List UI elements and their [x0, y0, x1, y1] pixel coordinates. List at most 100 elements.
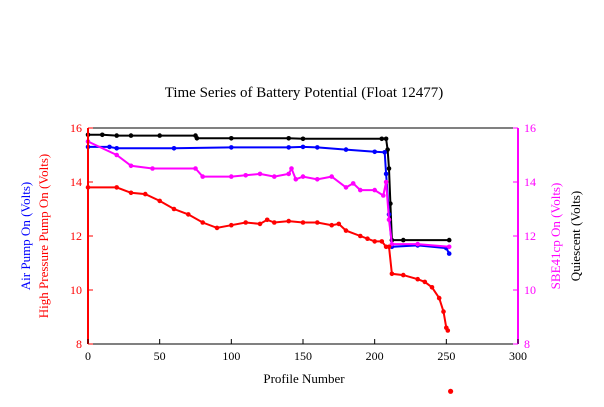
series-point-magenta [383, 179, 389, 185]
series-point-red [422, 279, 428, 285]
series-point-black [114, 133, 119, 138]
y-tick-label-left: 10 [70, 283, 82, 297]
series-point-blue [343, 147, 349, 152]
series-point-blue [286, 145, 292, 150]
y-tick-label-right: 14 [524, 175, 536, 189]
y-tick-label-right: 8 [524, 337, 530, 351]
y-tick-label-left: 16 [70, 121, 82, 135]
series-point-red [315, 220, 320, 225]
series-point-magenta [358, 187, 363, 193]
series-point-blue [300, 144, 306, 150]
series-point-red [372, 239, 378, 244]
series-point-blue [107, 144, 112, 150]
series-point-red [343, 228, 349, 233]
series-point-red [329, 222, 335, 228]
series-point-red [415, 276, 421, 282]
series-point-magenta [293, 177, 299, 182]
chart-title: Time Series of Battery Potential (Float … [165, 85, 444, 101]
series-point-magenta [272, 174, 277, 179]
series-point-magenta [381, 193, 386, 198]
y-label-sbe41cp: SBE41cp On (Volts) [548, 183, 563, 290]
series-point-red [300, 220, 306, 225]
series-point-magenta [243, 173, 248, 178]
series-point-black [194, 136, 200, 141]
outlier-point-red [448, 388, 454, 394]
series-point-red [272, 220, 277, 225]
series-point-red [441, 309, 446, 314]
series-point-red [143, 191, 148, 197]
series-point-red [401, 272, 406, 278]
series-point-black [229, 136, 234, 141]
series-point-blue [171, 146, 177, 151]
series-point-black [383, 136, 389, 142]
series-point-red [214, 225, 220, 231]
x-tick-label: 100 [222, 349, 240, 363]
series-point-black [385, 147, 390, 152]
series-point-magenta [128, 163, 134, 169]
series-point-black [157, 133, 162, 138]
y-label-high-pressure-pump: High Pressure Pump On (Volts) [36, 154, 51, 318]
series-point-magenta [446, 244, 452, 250]
series-point-magenta [300, 174, 306, 179]
series-point-black [128, 133, 134, 138]
y-tick-label-right: 10 [524, 283, 536, 297]
series-point-magenta [229, 174, 234, 179]
series-point-blue [383, 171, 389, 177]
y-tick-label-left: 12 [70, 229, 82, 243]
series-point-red [171, 206, 177, 212]
series-point-magenta [386, 217, 392, 223]
series-point-magenta [289, 166, 294, 171]
series-point-red [257, 221, 263, 227]
y-label-quiescent: Quiescent (Volts) [568, 191, 583, 281]
series-point-magenta [415, 241, 421, 247]
series-point-red [200, 220, 205, 225]
series-point-red [114, 185, 119, 190]
series-point-red [157, 198, 162, 204]
x-tick-label: 250 [437, 349, 455, 363]
series-point-red [386, 244, 392, 250]
x-tick-label: 150 [294, 349, 312, 363]
x-tick-label: 200 [366, 349, 384, 363]
series-point-blue [114, 146, 119, 151]
series-point-black [100, 132, 105, 138]
series-point-magenta [389, 241, 395, 247]
series-point-black [286, 136, 292, 141]
series-point-magenta [200, 174, 205, 179]
series-point-red [379, 239, 385, 244]
series-line-red [88, 186, 449, 331]
series-point-red [389, 271, 395, 277]
series-point-blue [382, 150, 388, 155]
series-point-black [446, 237, 452, 243]
series-point-blue [315, 145, 320, 150]
y-tick-label-right: 16 [524, 121, 536, 135]
series-point-red [286, 218, 292, 224]
series-point-magenta [329, 174, 335, 179]
series-point-magenta [150, 166, 155, 171]
x-tick-label: 300 [509, 349, 527, 363]
series-point-magenta [193, 166, 198, 171]
x-tick-label: 50 [154, 349, 166, 363]
series-point-magenta [257, 171, 263, 177]
y-tick-label-left: 14 [70, 175, 82, 189]
series-point-red [365, 236, 370, 241]
series-line-blue [88, 145, 451, 255]
series-point-black [379, 136, 385, 142]
series-point-blue [372, 149, 378, 155]
series-point-red [336, 221, 342, 227]
series-point-red [243, 220, 248, 225]
series-point-magenta [114, 152, 119, 158]
y-tick-label-left: 8 [76, 337, 82, 351]
series-point-red [358, 233, 363, 239]
y-label-air-pump: Air Pump On (Volts) [18, 182, 33, 290]
series-point-blue [229, 145, 234, 150]
series-point-red [429, 285, 435, 290]
series-point-magenta [343, 185, 349, 190]
series-point-red [229, 222, 234, 228]
x-axis-label: Profile Number [263, 371, 345, 386]
series-point-magenta [286, 171, 292, 177]
series-point-black [300, 136, 306, 142]
series-point-black [386, 166, 392, 171]
series-point-magenta [315, 177, 320, 182]
